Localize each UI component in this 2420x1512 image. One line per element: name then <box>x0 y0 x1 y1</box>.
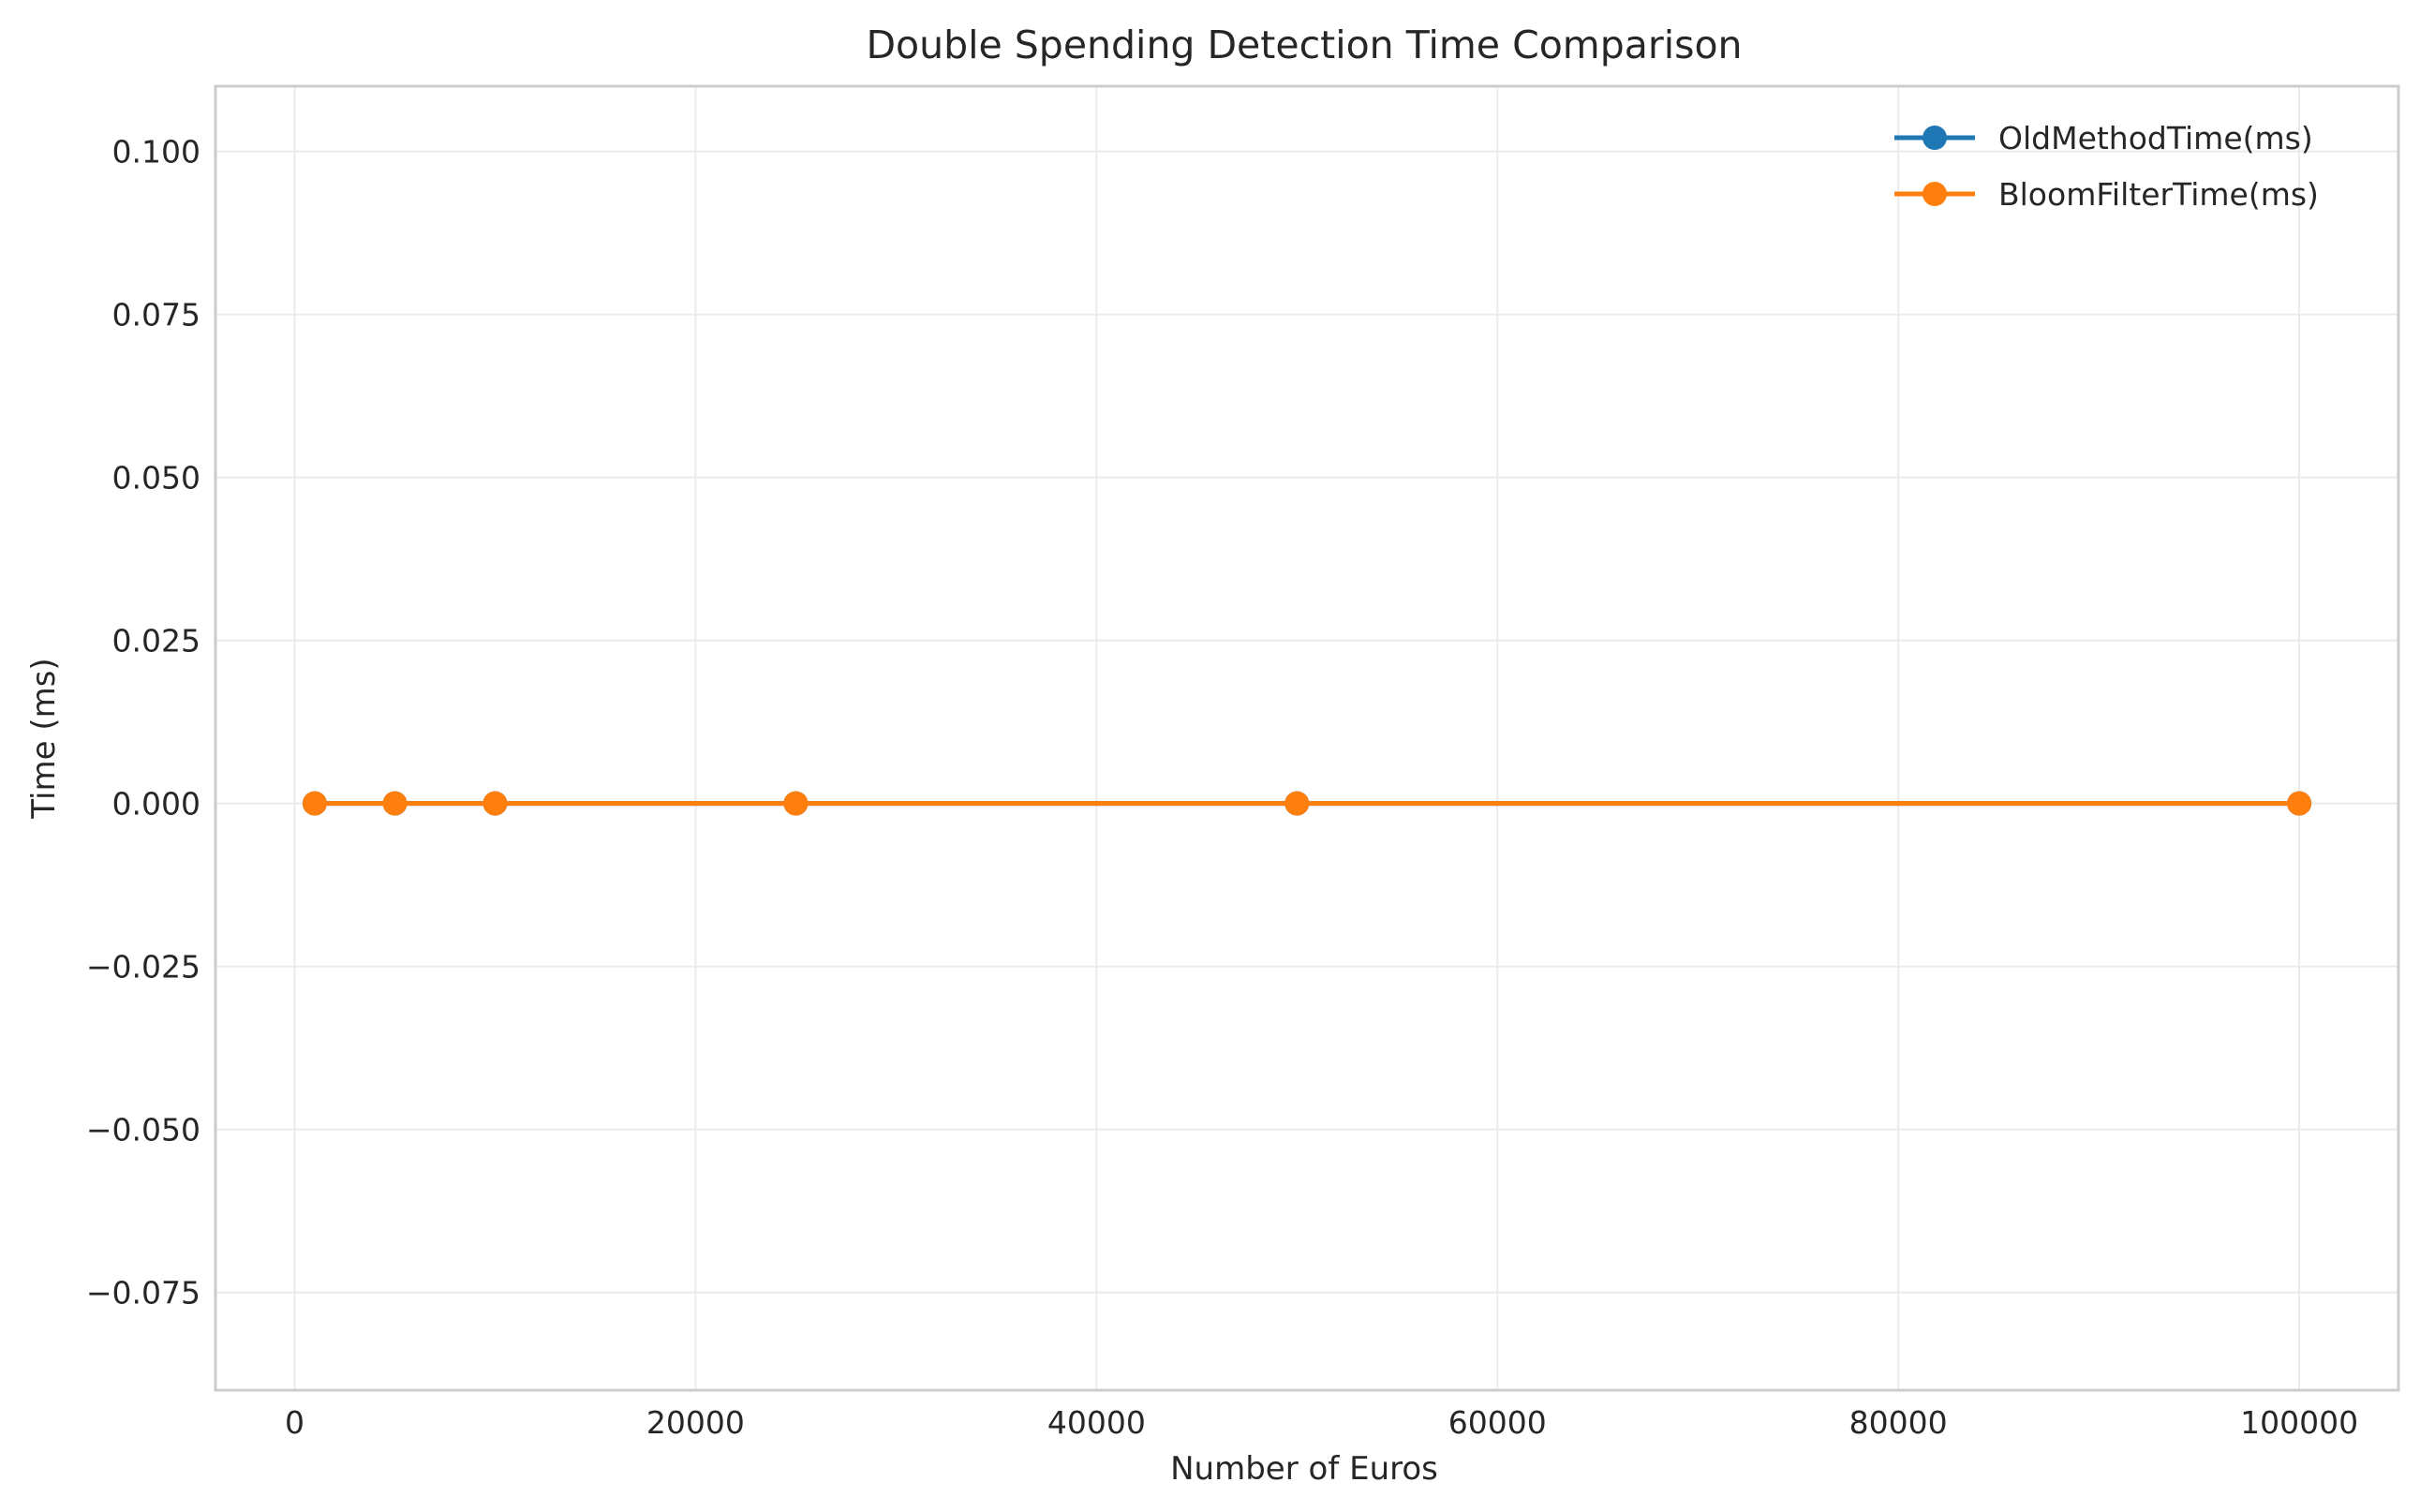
x-tick-label: 0 <box>285 1404 304 1441</box>
series-group <box>302 791 2312 816</box>
x-tick-label: 80000 <box>1849 1404 1948 1441</box>
data-point <box>783 791 809 816</box>
y-tick-label: 0.050 <box>112 460 200 497</box>
legend-marker <box>1923 126 1947 150</box>
plot-frame <box>214 84 2400 1392</box>
y-tick-label: −0.050 <box>86 1112 200 1149</box>
y-axis-label: Time (ms) <box>25 658 63 819</box>
data-point <box>2287 791 2312 816</box>
legend-marker <box>1923 182 1947 206</box>
y-tick-label: 0.075 <box>112 297 200 334</box>
x-tick-label: 40000 <box>1047 1404 1146 1441</box>
x-axis-ticks: 0 20000 40000 60000 80000 100000 <box>285 1404 2358 1441</box>
legend-label: OldMethodTime(ms) <box>1998 120 2313 156</box>
y-axis-ticks: −0.075 −0.050 −0.025 0.000 0.025 0.050 0.075 0.… <box>86 134 200 1312</box>
x-axis-label: Number of Euros <box>1170 1450 1438 1488</box>
legend: OldMethodTime(ms) BloomFilterTime(ms) <box>1894 120 2319 213</box>
chart-title: Double Spending Detection Time Compariso… <box>866 22 1742 67</box>
data-point <box>483 791 508 816</box>
data-point <box>1284 791 1310 816</box>
y-tick-label: 0.025 <box>112 623 200 660</box>
y-tick-label: 0.000 <box>112 786 200 823</box>
legend-label: BloomFilterTime(ms) <box>1998 176 2319 213</box>
x-tick-label: 20000 <box>646 1404 745 1441</box>
data-point <box>382 791 408 816</box>
x-tick-label: 100000 <box>2240 1404 2358 1441</box>
series-1 <box>302 791 2312 816</box>
data-point <box>302 791 327 816</box>
y-tick-label: −0.075 <box>86 1275 200 1312</box>
y-tick-label: 0.100 <box>112 134 200 170</box>
y-tick-label: −0.025 <box>86 949 200 986</box>
x-tick-label: 60000 <box>1448 1404 1547 1441</box>
